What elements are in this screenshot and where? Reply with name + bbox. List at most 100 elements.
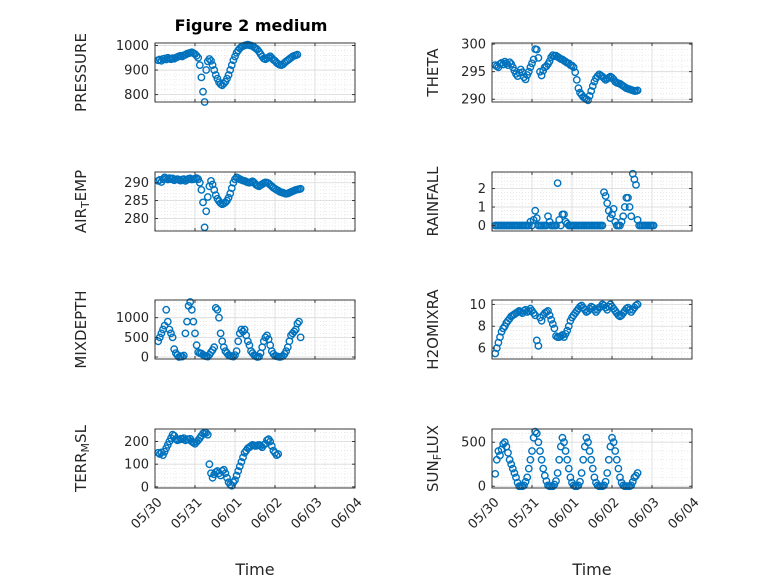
data-point [224,71,233,79]
data-point [199,198,207,207]
data-point [619,212,628,221]
data-point [187,305,196,314]
data-point [606,214,615,223]
data-point [211,191,220,200]
y-tick-label: 100 [124,458,149,473]
axes-box [154,171,356,232]
data-point [532,429,541,438]
data-point [608,433,616,442]
data-point [282,347,291,355]
data-point [500,438,509,447]
data-point [585,92,594,100]
data-point [210,343,219,352]
data-point [207,57,215,65]
data-point [216,329,225,338]
data-point [234,337,243,346]
y-tick-label: 1000 [116,39,149,54]
y-tick-label: 300 [461,38,486,53]
y-tick-label: 6 [478,342,486,357]
data-point [232,347,241,355]
data-point [568,61,576,70]
data-point [552,221,560,230]
data-point [582,433,591,442]
x-tick-label: 06/03 [626,495,663,532]
data-point [231,476,239,484]
data-point [649,221,658,230]
subplot-air_temp: 280 285 290 AIRTEMP [72,170,356,233]
y-tick-label: 10 [469,298,486,313]
y-tick-label: 2 [478,182,486,197]
data-point [195,61,204,69]
data-point [523,473,532,482]
axes-box [491,171,693,232]
data-point [528,59,536,68]
subplot-h2omixra: 6 8 10 H2OMIXRA [424,289,693,370]
figure-title: Figure 2 medium [175,16,328,35]
data-point [574,84,583,93]
axes-box [154,42,356,103]
data-point [263,331,271,340]
data-point [505,455,514,464]
data-point [627,212,636,221]
data-point [576,477,584,486]
data-point [167,329,175,338]
data-point [192,51,201,60]
data-point [563,455,572,464]
data-point [558,433,567,442]
data-point [534,438,543,447]
data-point [547,315,556,324]
data-point [234,467,243,475]
data-point [633,86,642,95]
data-point [531,206,540,215]
data-point [550,324,559,333]
data-point [165,325,174,334]
data-point [205,55,214,63]
data-point [585,447,594,455]
data-point [157,329,166,338]
data-point [186,298,195,306]
y-axis-label: SUNFLUX [424,425,444,492]
data-point [584,96,592,105]
data-point [211,303,220,312]
data-point [237,457,246,466]
x-tick-label: 05/31 [506,495,543,532]
data-point [510,469,519,477]
data-point [195,178,204,187]
data-point [529,55,538,64]
data-point [207,176,215,185]
data-point [181,329,190,338]
data-point [627,481,636,490]
data-point [579,455,588,464]
data-point [524,464,533,473]
data-point [603,469,612,477]
data-point [632,180,640,189]
data-point [266,437,275,446]
data-point [194,53,203,62]
y-tick-label: 0 [478,480,486,495]
subplot-pressure: 800 900 1000 PRESSURE [72,33,356,112]
x-tick-label: 06/01 [546,495,583,532]
axes-box [491,428,693,489]
data-point [537,455,546,464]
data-point [524,67,533,76]
data-point [564,464,573,473]
y-tick-label: 290 [461,93,486,108]
y-tick-label: 900 [124,64,149,79]
data-point [571,68,580,77]
data-point [293,50,302,59]
data-point [625,203,634,211]
data-point [563,326,572,335]
data-point [569,63,578,72]
y-tick-label: 0 [141,480,149,495]
data-point [600,481,608,490]
data-point [504,448,512,457]
data-point [624,193,632,202]
x-tick-label: 05/30 [466,495,503,532]
x-tick-label: 06/02 [249,495,286,532]
data-point [226,66,235,74]
data-point [537,71,546,80]
data-point [587,455,596,464]
data-point [199,87,207,96]
data-point [532,45,541,54]
